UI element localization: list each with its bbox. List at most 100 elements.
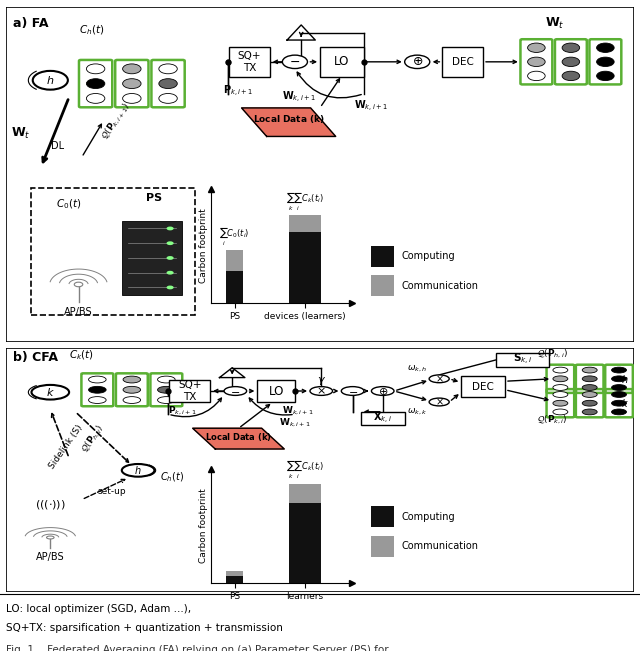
Text: $\times$: $\times$: [435, 374, 444, 384]
Circle shape: [282, 55, 307, 68]
Circle shape: [123, 387, 141, 393]
Circle shape: [31, 385, 69, 400]
Text: b) CFA: b) CFA: [13, 351, 58, 364]
Circle shape: [553, 385, 568, 391]
Bar: [122, 221, 182, 295]
Text: SQ+
TX: SQ+ TX: [237, 51, 261, 73]
Bar: [170, 380, 211, 402]
Text: $\sum_k\sum_i C_k(t_i)$: $\sum_k\sum_i C_k(t_i)$: [286, 190, 324, 213]
Circle shape: [159, 79, 177, 89]
Polygon shape: [193, 428, 284, 449]
Text: $\times$: $\times$: [316, 386, 326, 396]
Circle shape: [123, 64, 141, 74]
Circle shape: [527, 43, 545, 53]
Circle shape: [88, 387, 106, 393]
Circle shape: [224, 387, 246, 395]
Circle shape: [123, 376, 141, 383]
Text: $\mathbf{W}_{k,i+1}$: $\mathbf{W}_{k,i+1}$: [355, 99, 388, 114]
Text: $\omega_{k,k}$: $\omega_{k,k}$: [407, 406, 428, 417]
Bar: [229, 47, 270, 77]
Circle shape: [527, 57, 545, 66]
Circle shape: [612, 409, 627, 415]
Bar: [361, 412, 404, 425]
Text: LO: LO: [268, 385, 284, 398]
Circle shape: [612, 367, 627, 373]
Text: Communication: Communication: [402, 281, 479, 291]
Bar: [289, 215, 321, 232]
Circle shape: [582, 409, 597, 415]
Circle shape: [157, 376, 175, 383]
Circle shape: [86, 64, 105, 74]
Text: $\mathbf{Local\ Data\ (k)}$: $\mathbf{Local\ Data\ (k)}$: [253, 113, 324, 125]
Text: LO: LO: [334, 55, 349, 68]
Circle shape: [582, 367, 597, 373]
Text: $-$: $-$: [348, 386, 358, 396]
Bar: [371, 506, 394, 527]
Circle shape: [166, 271, 173, 275]
Text: $C_0(t)$: $C_0(t)$: [56, 197, 82, 211]
Bar: [442, 47, 483, 77]
Circle shape: [371, 387, 394, 395]
Circle shape: [596, 43, 614, 53]
Text: $\times$: $\times$: [435, 397, 444, 407]
Bar: [289, 484, 321, 503]
Circle shape: [136, 469, 140, 471]
Text: $\mathcal{Q}(\mathbf{P}_{k,i+1})$: $\mathcal{Q}(\mathbf{P}_{k,i+1})$: [99, 101, 133, 143]
Text: DEC: DEC: [452, 57, 474, 67]
Circle shape: [166, 227, 173, 230]
Text: $\mathbf{S}_{k,i}$: $\mathbf{S}_{k,i}$: [513, 352, 532, 367]
Bar: [289, 503, 321, 583]
Circle shape: [157, 396, 175, 404]
Text: SQ+
TX: SQ+ TX: [178, 380, 202, 402]
Text: a) FA: a) FA: [13, 16, 48, 29]
Circle shape: [88, 376, 106, 383]
Circle shape: [123, 94, 141, 104]
Circle shape: [596, 71, 614, 81]
Circle shape: [310, 387, 333, 395]
Circle shape: [33, 71, 68, 90]
Text: $\mathcal{Q}(\mathbf{P}_{h,i})$: $\mathcal{Q}(\mathbf{P}_{h,i})$: [536, 348, 568, 361]
Text: SQ+TX: sparsification + quantization + transmission: SQ+TX: sparsification + quantization + t…: [6, 623, 284, 633]
Text: $\omega_{k,h}$: $\omega_{k,h}$: [407, 364, 428, 374]
Circle shape: [47, 391, 53, 393]
Circle shape: [612, 385, 627, 391]
Circle shape: [562, 43, 580, 53]
Circle shape: [166, 242, 173, 245]
Text: $\mathcal{Q}(\mathbf{P}_{h,i})$: $\mathcal{Q}(\mathbf{P}_{h,i})$: [79, 422, 106, 455]
Bar: [461, 376, 505, 397]
Text: $C_k(t)$: $C_k(t)$: [69, 349, 94, 363]
Text: $\mathbf{W}_t$: $\mathbf{W}_t$: [545, 16, 565, 31]
Text: PS: PS: [146, 193, 162, 202]
Circle shape: [582, 392, 597, 397]
Circle shape: [166, 286, 173, 290]
Circle shape: [123, 79, 141, 89]
Text: $\mathbf{W}_{k,i+1}$: $\mathbf{W}_{k,i+1}$: [282, 404, 314, 417]
Bar: [495, 353, 549, 367]
FancyBboxPatch shape: [31, 187, 195, 315]
Circle shape: [404, 55, 430, 68]
Text: $\oplus$: $\oplus$: [412, 55, 423, 68]
Bar: [227, 271, 243, 303]
Text: Computing: Computing: [402, 251, 456, 262]
Circle shape: [527, 71, 545, 81]
Circle shape: [582, 400, 597, 406]
Text: $\mathbf{X}_{k,i}$: $\mathbf{X}_{k,i}$: [373, 411, 392, 426]
Text: $\mathbf{W}_t$: $\mathbf{W}_t$: [11, 126, 31, 141]
Circle shape: [596, 57, 614, 66]
Bar: [227, 575, 243, 583]
Text: $h$: $h$: [621, 373, 628, 385]
Circle shape: [612, 400, 627, 406]
Text: $\sum_i C_0(t_i)$: $\sum_i C_0(t_i)$: [220, 225, 250, 248]
Circle shape: [429, 398, 449, 406]
Text: $\mathbf{Local\ Data\ (k)}$: $\mathbf{Local\ Data\ (k)}$: [205, 431, 272, 443]
Text: LO: local optimizer (SGD, Adam ...),: LO: local optimizer (SGD, Adam ...),: [6, 604, 191, 614]
Circle shape: [562, 71, 580, 81]
Polygon shape: [242, 108, 336, 137]
Text: $h$: $h$: [46, 74, 54, 87]
Text: set-up: set-up: [97, 486, 126, 495]
Text: Sidelink (S): Sidelink (S): [47, 423, 84, 471]
Text: $C_h(t)$: $C_h(t)$: [79, 23, 104, 36]
Circle shape: [166, 256, 173, 260]
Circle shape: [47, 536, 54, 539]
Circle shape: [88, 396, 106, 404]
